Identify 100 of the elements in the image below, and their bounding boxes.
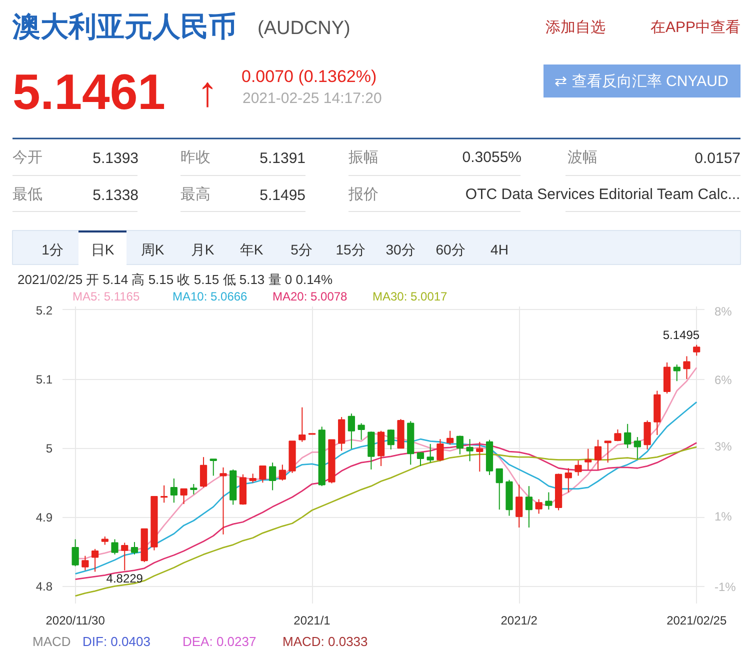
candlestick	[446, 430, 454, 446]
y2-tick-label: 8%	[714, 304, 732, 318]
candlestick	[348, 413, 356, 450]
text: ⇄ 查看反向汇率 CNYAUD	[554, 73, 728, 90]
text: 最低	[12, 186, 42, 203]
chart-title: 澳大利亚元人民币	[12, 11, 236, 42]
text: 5.1391	[260, 150, 306, 167]
text: 0.0157	[694, 150, 741, 167]
candlestick	[278, 464, 286, 482]
x-tick-label: 2021/02/25	[666, 614, 727, 628]
text: 30分	[386, 242, 416, 258]
text: 5.1338	[92, 187, 139, 204]
candlestick	[644, 420, 651, 450]
text: 2021/02/25 开 5.14 高 5.15 收 5.15 低 5.13 量 0 0.14%	[18, 272, 334, 287]
candlestick	[160, 484, 168, 504]
candlestick	[673, 364, 680, 382]
text: 年K	[240, 242, 264, 258]
candlestick	[82, 555, 89, 571]
text: 最高	[180, 186, 210, 203]
text: 振幅	[348, 149, 378, 166]
text: MA10: 5.0666	[172, 290, 248, 304]
text: 5.1461	[12, 64, 166, 120]
candlestick	[387, 428, 394, 450]
x-tick-label: 2021/2	[500, 614, 538, 628]
candlestick	[338, 416, 346, 452]
text: 4H	[490, 242, 508, 258]
text: 15分	[336, 242, 366, 258]
candlestick	[545, 492, 552, 510]
text: 昨收	[180, 149, 210, 166]
candlestick	[466, 438, 474, 462]
text: 报价	[348, 186, 378, 203]
text: ↑	[197, 68, 218, 115]
text: MACD: 0.0333	[282, 634, 368, 649]
text: OTC Data Services Editorial Team Calc...	[465, 186, 740, 203]
text: DIF: 0.0403	[82, 634, 150, 649]
text: 60分	[436, 242, 466, 258]
y2-tick-label: 6%	[714, 372, 732, 387]
candlestick	[535, 498, 542, 514]
candlestick	[220, 466, 227, 535]
text: MA5: 5.1165	[72, 290, 140, 304]
text: MA30: 5.0017	[372, 290, 448, 304]
y2-tick-label: 3%	[714, 440, 732, 454]
x-tick-label: 2021/1	[294, 614, 331, 628]
candlestick	[358, 422, 365, 440]
candlestick	[200, 456, 208, 488]
candlestick	[170, 478, 178, 504]
candlestick	[130, 542, 138, 555]
annotation: 5.1495	[662, 328, 700, 342]
candlestick	[693, 344, 700, 356]
text: 2021-02-25 14:17:20	[242, 90, 382, 107]
candlestick	[584, 448, 592, 470]
candlestick	[456, 435, 464, 455]
y-tick-label: 5	[46, 442, 53, 456]
text: 今开	[12, 149, 42, 166]
y2-tick-label: -1%	[714, 580, 736, 594]
text: 月K	[190, 242, 215, 258]
text: MA20: 5.0078	[272, 290, 348, 304]
y-tick-label: 5.2	[36, 303, 53, 318]
candlestick	[525, 486, 533, 528]
candlestick	[121, 542, 128, 571]
candlestick	[574, 460, 582, 476]
candlestick	[377, 430, 385, 467]
y-tick-label: 4.8	[36, 580, 53, 594]
text: MACD	[32, 634, 71, 649]
candlestick	[259, 466, 266, 484]
text: 5分	[290, 242, 312, 258]
text: 日K	[90, 242, 115, 258]
text: 0.0070 (0.1362%)	[242, 67, 377, 86]
candlestick	[624, 423, 632, 449]
candlestick	[604, 440, 612, 464]
candlestick	[516, 484, 523, 528]
text: 5.1495	[260, 187, 306, 204]
candlestick	[426, 443, 434, 464]
text: 波幅	[568, 149, 598, 166]
text: 1分	[42, 242, 64, 258]
candlestick	[496, 468, 503, 510]
candlestick	[594, 439, 602, 470]
candlestick	[436, 438, 444, 462]
text: 在APP中查看	[650, 19, 740, 36]
y2-tick-label: 1%	[714, 510, 732, 524]
text: 周K	[140, 242, 165, 258]
y-tick-label: 4.9	[36, 510, 53, 525]
candlestick	[210, 458, 217, 476]
candlestick	[683, 356, 690, 380]
annotation: 4.8229	[106, 571, 144, 586]
line-series	[74, 401, 698, 574]
candlestick	[91, 548, 99, 572]
x-tick-label: 2020/11/30	[46, 614, 106, 628]
candlestick	[180, 488, 188, 505]
candlestick	[269, 462, 276, 491]
candlestick	[111, 538, 118, 555]
text: 5.1393	[92, 150, 139, 167]
candlestick	[634, 436, 641, 460]
chart-subtitle: (AUDCNY)	[258, 18, 350, 39]
candlestick	[476, 441, 484, 472]
text: 0.3055%	[462, 149, 522, 166]
candlestick	[564, 468, 572, 493]
candlestick	[416, 452, 424, 467]
y-tick-label: 5.1	[36, 372, 53, 387]
candlestick	[190, 484, 198, 495]
